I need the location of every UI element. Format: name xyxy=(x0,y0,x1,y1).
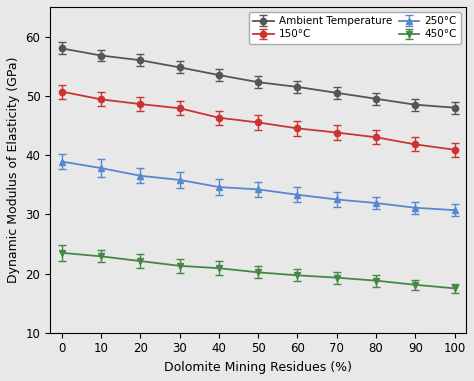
Y-axis label: Dynamic Modulus of Elasticity (GPa): Dynamic Modulus of Elasticity (GPa) xyxy=(7,57,20,283)
X-axis label: Dolomite Mining Residues (%): Dolomite Mining Residues (%) xyxy=(164,361,352,374)
Legend: Ambient Temperature, 150°C, 250°C, 450°C: Ambient Temperature, 150°C, 250°C, 450°C xyxy=(249,12,461,43)
